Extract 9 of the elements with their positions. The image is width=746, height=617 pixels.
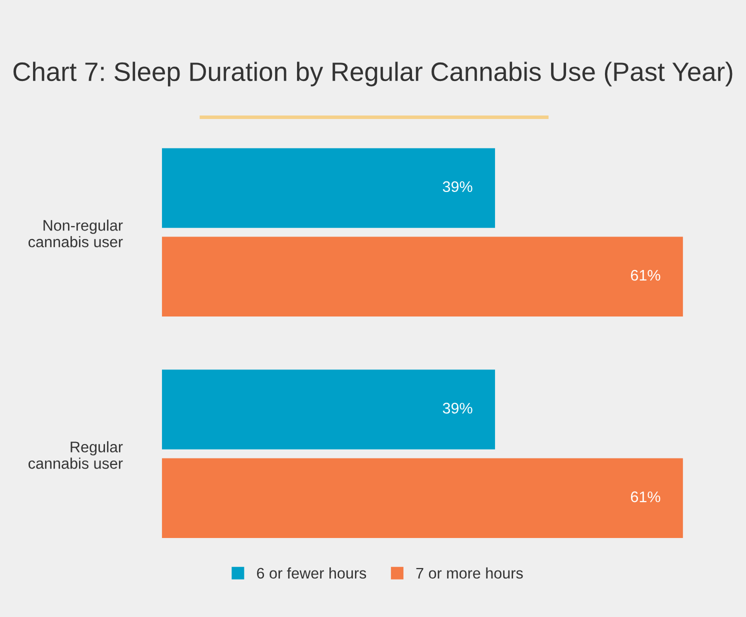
data-label: 61% [630, 491, 660, 502]
data-label: 39% [442, 181, 472, 192]
legend-label: 7 or more hours [416, 567, 523, 579]
legend-label: 6 or fewer hours [257, 567, 366, 579]
chart-title: Chart 7: Sleep Duration by Regular Cannabis Use (Past Year) [14, 62, 732, 86]
data-label: 39% [442, 402, 472, 414]
y-tick-label: Regular cannabis user [28, 441, 123, 469]
y-tick-label: Non-regular cannabis user [28, 220, 123, 248]
data-label: 61% [630, 270, 660, 281]
